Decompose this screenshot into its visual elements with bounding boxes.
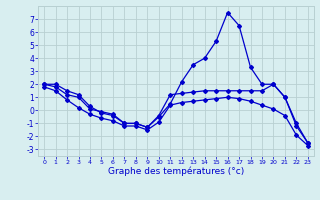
X-axis label: Graphe des températures (°c): Graphe des températures (°c) [108, 167, 244, 176]
